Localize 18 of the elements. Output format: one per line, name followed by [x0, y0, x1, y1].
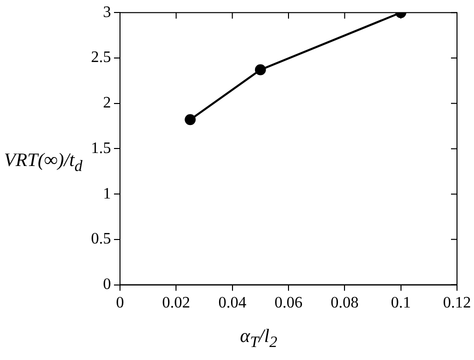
x-tick-label: 0.1: [390, 294, 411, 312]
y-tick-label: 1: [103, 185, 111, 202]
y-tick-label: 3: [103, 4, 111, 21]
x-tick-label: 0.02: [162, 294, 190, 312]
x-tick-label: 0.06: [274, 294, 302, 312]
point: [184, 114, 196, 126]
y-tick-label: 2.5: [91, 49, 111, 66]
y-tick-label: 1.5: [91, 140, 111, 157]
y-tick-label: 2: [103, 94, 111, 112]
point: [254, 64, 266, 76]
x-tick-label: 0: [116, 294, 124, 312]
x-tick-label: 0.08: [330, 294, 359, 312]
y-tick-label: 0: [103, 276, 111, 294]
x-tick-label: 0.04: [218, 294, 246, 312]
x-tick-label: 0.12: [443, 294, 471, 312]
y-tick-label: 0.5: [91, 230, 111, 248]
x-axis-title: α$_{T}$/l$_{2}$: [240, 326, 278, 352]
y-axis-title: VRT(∞)/t$_{d}$: [4, 150, 82, 176]
